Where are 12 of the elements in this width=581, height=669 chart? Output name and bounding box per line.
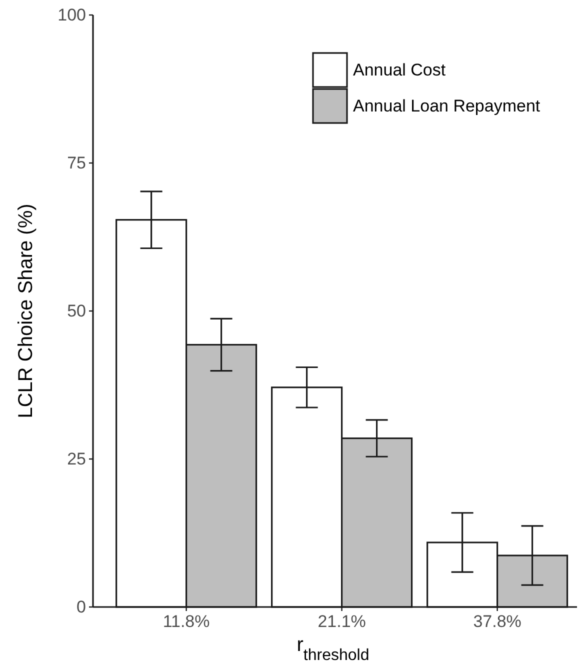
y-tick-label: 25 (67, 450, 86, 468)
y-tick-label: 75 (67, 154, 86, 172)
x-tick-label: 37.8% (473, 612, 522, 631)
legend-label: Annual Cost (353, 60, 446, 80)
y-tick-label: 50 (67, 302, 86, 320)
y-tick-label: 0 (76, 598, 86, 616)
x-tick-label: 21.1% (318, 612, 366, 631)
x-tick-label: 11.8% (162, 612, 210, 631)
legend-label: Annual Loan Repayment (353, 96, 540, 116)
x-axis-title: r$_{threshold}$ (296, 634, 370, 664)
y-tick-label: 100 (58, 6, 86, 24)
y-axis-title: LCLR Choice Share (%) (15, 204, 37, 418)
